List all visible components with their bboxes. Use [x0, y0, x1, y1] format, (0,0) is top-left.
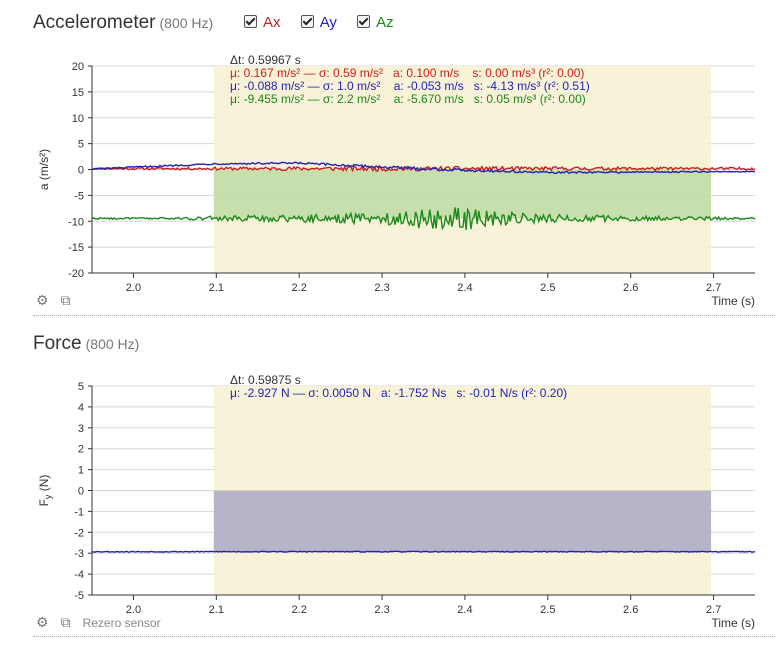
- y-tick-label: -5: [74, 190, 84, 202]
- legend-label-ay: Ay: [319, 14, 337, 31]
- y-tick-label: 0: [78, 165, 84, 177]
- legend-label-ax: Ax: [263, 14, 281, 31]
- y-tick-label: -5: [74, 590, 84, 602]
- mean-area-fy: [213, 490, 712, 552]
- y-axis-label-subscript: y: [43, 494, 53, 499]
- force-chart[interactable]: 5 4 3 2 1 0 -1 -2 -3 -4 -5 2.0 2.1 2.2 2.3 2.4 2.5 2.6 2.7…: [0, 370, 780, 640]
- accelerometer-chart[interactable]: 20 15 10 5 0 -5 -10 -15 -20 2.0 2.1 2.2 2.3 2.4 2.5 2.6…: [0, 50, 780, 350]
- gear-icon[interactable]: ⚙: [36, 614, 49, 630]
- x-tick-label: 2.4: [457, 282, 472, 294]
- legend-item-ax[interactable]: Ax: [244, 14, 281, 31]
- y-axis-label: Fy (N): [37, 475, 53, 507]
- y-tick-label: -15: [68, 242, 84, 254]
- accelerometer-axes: 20 15 10 5 0 -5 -10 -15 -20 2.0 2.1 2.2 2.3 2.4 2.5 2.6…: [37, 61, 755, 308]
- legend-label-az: Az: [376, 14, 394, 31]
- x-tick-label: 2.5: [540, 282, 555, 294]
- force-dt: Δt: 0.59875 s: [230, 373, 301, 387]
- accelerometer-toolbar: ⚙ ⧉: [36, 292, 83, 309]
- force-toolbar: ⚙ ⧉ Rezero sensor: [36, 614, 173, 631]
- x-tick-label: 2.7: [706, 282, 721, 294]
- y-tick-label: -10: [68, 216, 84, 228]
- y-tick-label: -20: [68, 268, 84, 280]
- divider: [33, 636, 775, 637]
- checkbox-az[interactable]: [357, 15, 371, 28]
- y-tick-label: -2: [74, 527, 84, 539]
- x-tick-label: 2.1: [209, 604, 224, 616]
- mean-area-az: [213, 169, 712, 219]
- x-tick-label: 2.1: [209, 282, 224, 294]
- legend-item-az[interactable]: Az: [357, 14, 394, 31]
- x-tick-label: 2.3: [374, 604, 389, 616]
- external-link-icon[interactable]: ⧉: [60, 292, 71, 308]
- y-tick-label: 20: [72, 61, 84, 73]
- y-tick-label: -3: [74, 548, 84, 560]
- x-tick-label: 2.4: [457, 604, 472, 616]
- force-series: [91, 550, 756, 553]
- stat-line-fy: μ: -2.927 N — σ: 0.0050 N a: -1.752 Ns s…: [230, 386, 567, 400]
- series-line-az: [91, 207, 756, 231]
- force-stats: Δt: 0.59875 s μ: -2.927 N — σ: 0.0050 N …: [230, 373, 567, 400]
- y-tick-label: 5: [78, 139, 84, 151]
- y-tick-label: 1: [78, 465, 84, 477]
- checkbox-ax[interactable]: [244, 15, 257, 28]
- force-rate: (800 Hz): [85, 336, 140, 352]
- accelerometer-legend: Ax Ay Az: [244, 14, 410, 33]
- accelerometer-series: [91, 161, 756, 231]
- external-link-icon[interactable]: ⧉: [60, 614, 71, 630]
- accelerometer-title-text: Accelerometer: [33, 12, 156, 33]
- y-tick-label: 4: [78, 402, 84, 414]
- x-tick-label: 2.6: [623, 604, 638, 616]
- stat-line-ax: μ: 0.167 m/s² — σ: 0.59 m/s² a: 0.100 m/…: [230, 66, 584, 80]
- x-tick-label: 2.2: [292, 604, 307, 616]
- y-axis-label-unit: (N): [37, 475, 51, 495]
- y-tick-label: -4: [74, 569, 84, 581]
- x-tick-label: 2.0: [126, 604, 141, 616]
- force-title: Force (800 Hz): [33, 333, 139, 355]
- y-tick-label: -1: [74, 506, 84, 518]
- accelerometer-dt: Δt: 0.59967 s: [230, 53, 301, 67]
- y-tick-label: 15: [72, 87, 84, 99]
- rezero-sensor-link[interactable]: Rezero sensor: [82, 616, 161, 630]
- accelerometer-stats: Δt: 0.59967 s μ: 0.167 m/s² — σ: 0.59 m/…: [230, 53, 590, 106]
- x-axis-label: Time (s): [711, 294, 755, 308]
- y-tick-label: 5: [78, 381, 84, 393]
- force-title-text: Force: [33, 333, 82, 354]
- x-tick-label: 2.6: [623, 282, 638, 294]
- checkbox-ay[interactable]: [300, 15, 314, 28]
- x-tick-label: 2.5: [540, 604, 555, 616]
- force-selection[interactable]: [213, 386, 712, 595]
- accelerometer-title: Accelerometer (800 Hz): [33, 12, 213, 34]
- y-tick-label: 10: [72, 113, 84, 125]
- x-tick-label: 2.7: [706, 604, 721, 616]
- x-tick-label: 2.2: [292, 282, 307, 294]
- x-axis-label: Time (s): [711, 616, 755, 630]
- y-axis-label: a (m/s²): [37, 149, 51, 190]
- stat-line-az: μ: -9.455 m/s² — σ: 2.2 m/s² a: -5.670 m…: [230, 92, 586, 106]
- x-tick-label: 2.0: [126, 282, 141, 294]
- series-line-fy: [91, 550, 756, 553]
- gear-icon[interactable]: ⚙: [36, 292, 49, 308]
- stat-line-ay: μ: -0.088 m/s² — σ: 1.0 m/s² a: -0.053 m…: [230, 79, 590, 93]
- y-tick-label: 3: [78, 423, 84, 435]
- y-tick-label: 0: [78, 486, 84, 498]
- y-tick-label: 2: [78, 444, 84, 456]
- legend-item-ay[interactable]: Ay: [300, 14, 337, 31]
- divider: [33, 315, 775, 316]
- series-line-ay: [91, 161, 755, 175]
- x-tick-label: 2.3: [374, 282, 389, 294]
- accelerometer-rate: (800 Hz): [159, 15, 214, 31]
